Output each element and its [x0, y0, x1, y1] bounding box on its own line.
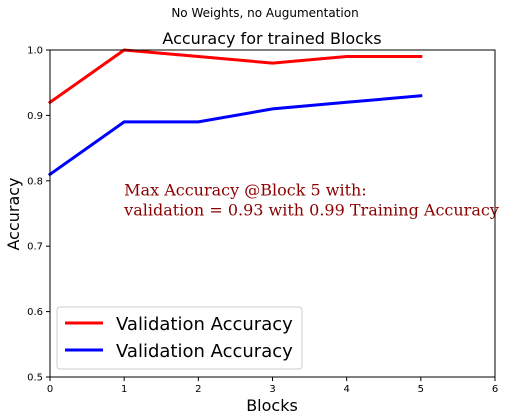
y-tick-label: 0.9 [27, 111, 43, 122]
annotation-line-2: validation = 0.93 with 0.99 Training Acc… [123, 201, 499, 220]
plot-frame [49, 49, 496, 378]
series-lines [47, 48, 423, 177]
x-tick-label: 4 [343, 384, 349, 395]
legend-box [56, 306, 303, 370]
y-tick-label: 0.6 [27, 307, 43, 318]
x-tick-label: 1 [121, 384, 127, 395]
x-tick-label: 2 [195, 384, 201, 395]
legend-label-blue: Validation Accuracy [116, 341, 293, 362]
y-tick-label: 0.8 [27, 176, 43, 187]
legend-label-red: Validation Accuracy [116, 314, 293, 335]
x-axis-label: Blocks [246, 396, 298, 415]
annotation-line-1: Max Accuracy @Block 5 with: [124, 181, 367, 200]
chart-title: Accuracy for trained Blocks [162, 29, 381, 48]
y-tick-label: 1.0 [27, 46, 43, 57]
y-tick-label: 0.7 [27, 242, 43, 253]
legend: Validation Accuracy Validation Accuracy [56, 306, 303, 370]
y-tick-label: 0.5 [27, 373, 43, 384]
x-tick-label: 5 [418, 384, 424, 395]
axis-ticks: 0 1 2 3 4 5 6 0.5 0.6 0.7 0.8 0.9 1.0 [27, 46, 498, 396]
series-line-red [47, 48, 423, 105]
x-tick-label: 3 [269, 384, 275, 395]
y-axis-label: Accuracy [4, 177, 23, 250]
series-line-blue [47, 94, 423, 177]
x-tick-label: 6 [492, 384, 498, 395]
chart-suptitle: No Weights, no Augumentation [171, 6, 358, 20]
x-tick-label: 0 [47, 384, 53, 395]
